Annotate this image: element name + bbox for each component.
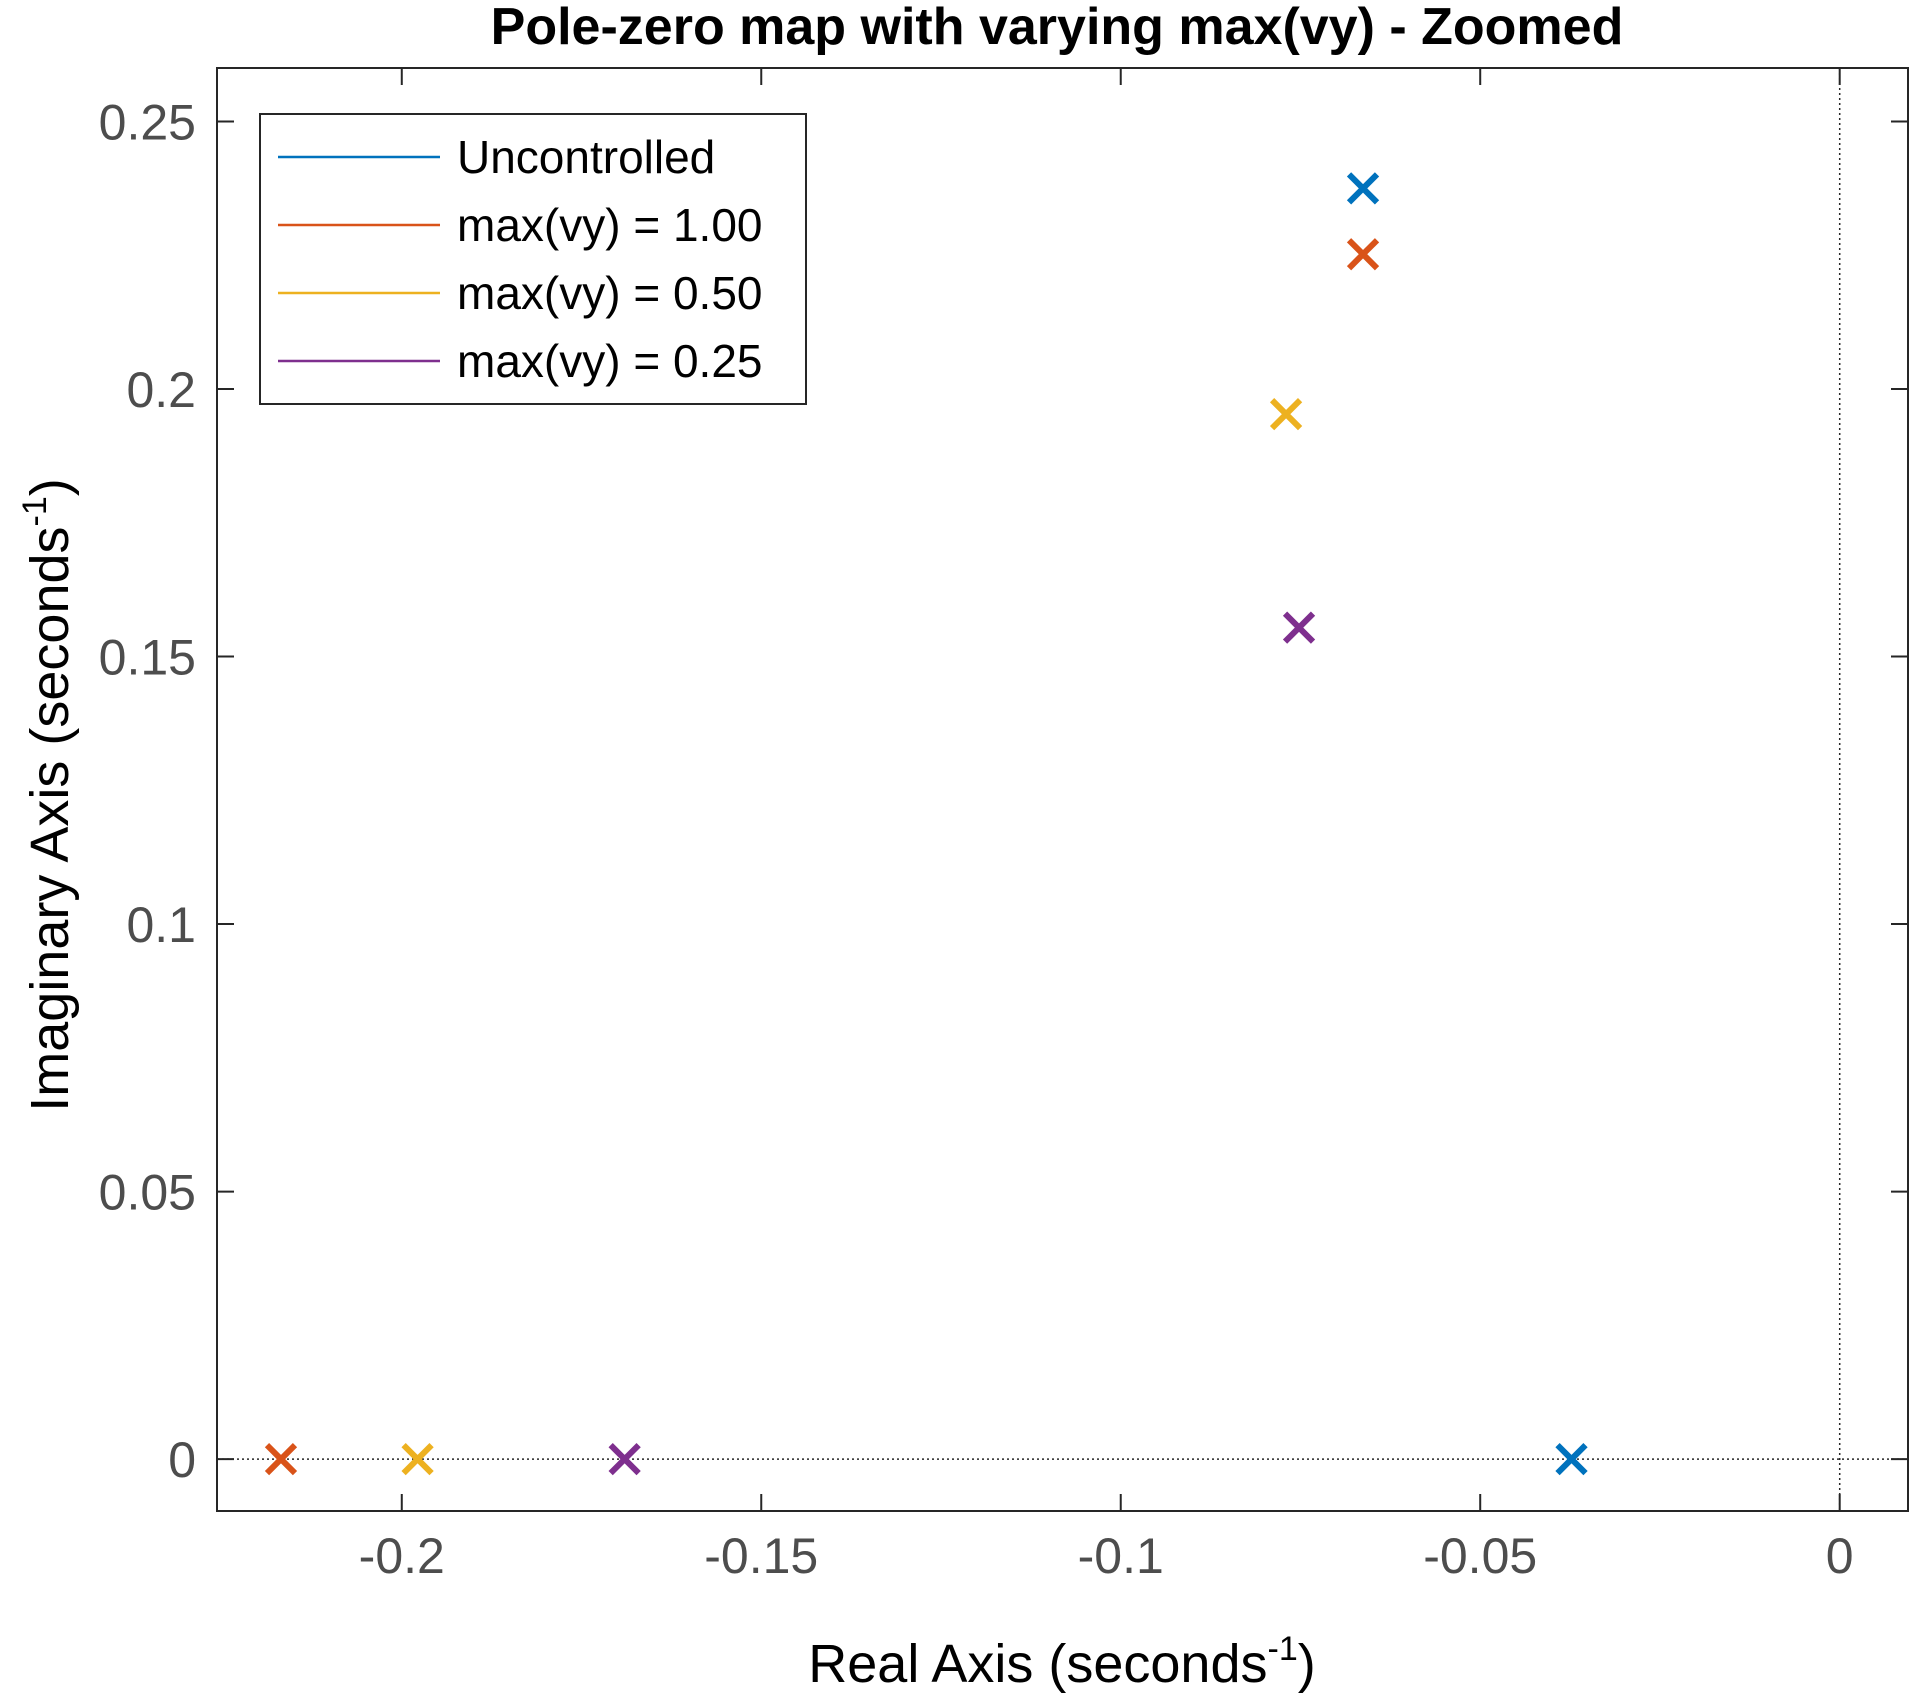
legend-box xyxy=(259,113,807,405)
pole-marker-series-1 xyxy=(1346,172,1380,205)
pole-marker-series-3 xyxy=(401,1442,434,1476)
pole-marker-series-2 xyxy=(1346,238,1380,271)
x-axis-label-superscript: -1 xyxy=(1268,1630,1298,1668)
pole-marker-series-3 xyxy=(1269,398,1303,431)
legend-items: Uncontrolled max(vy) = 1.00 max(vy) = 0.50… xyxy=(278,131,763,387)
x-tick-label: -0.15 xyxy=(704,1528,818,1584)
x-tick-label: 0 xyxy=(1826,1528,1854,1584)
legend-label: max(vy) = 0.50 xyxy=(457,267,763,319)
x-axis-label-close: ) xyxy=(1298,1634,1316,1694)
legend-label: max(vy) = 1.00 xyxy=(457,199,763,251)
x-axis-label: Real Axis (seconds-1) xyxy=(808,1630,1315,1694)
reference-lines xyxy=(217,68,1908,1511)
y-tick-label: 0.1 xyxy=(126,897,196,953)
legend: Uncontrolled max(vy) = 1.00 max(vy) = 0.50… xyxy=(259,113,807,405)
y-tick-label: 0.15 xyxy=(99,630,196,686)
y-tick-label: 0 xyxy=(168,1432,196,1488)
pole-marker-series-4 xyxy=(608,1442,641,1476)
x-tick-labels: -0.2 -0.15 -0.1 -0.05 0 xyxy=(359,1528,1854,1584)
y-tick-labels: 0 0.05 0.1 0.15 0.2 0.25 xyxy=(99,95,196,1489)
legend-label: max(vy) = 0.25 xyxy=(457,335,763,387)
pole-marker-series-2 xyxy=(264,1442,298,1476)
chart-title: Pole-zero map with varying max(vy) - Zoo… xyxy=(491,0,1624,56)
y-axis-label-close: ) xyxy=(20,478,80,496)
pole-marker-series-1 xyxy=(1555,1442,1588,1476)
y-axis-label-text: Imaginary Axis (seconds xyxy=(20,526,80,1111)
y-tick-label: 0.25 xyxy=(99,95,196,151)
axis-ticks xyxy=(217,68,1908,1511)
legend-label: Uncontrolled xyxy=(457,131,715,183)
x-tick-label: -0.1 xyxy=(1078,1528,1164,1584)
x-tick-label: -0.2 xyxy=(359,1528,445,1584)
y-axis-label: Imaginary Axis (seconds-1) xyxy=(16,478,80,1111)
pole-markers xyxy=(264,172,1588,1476)
y-tick-label: 0.2 xyxy=(126,362,196,418)
x-tick-label: -0.05 xyxy=(1423,1528,1537,1584)
y-tick-label: 0.05 xyxy=(99,1165,196,1221)
pole-marker-series-4 xyxy=(1282,611,1316,644)
x-axis-label-text: Real Axis (seconds xyxy=(808,1634,1267,1694)
y-axis-label-superscript: -1 xyxy=(16,496,54,526)
